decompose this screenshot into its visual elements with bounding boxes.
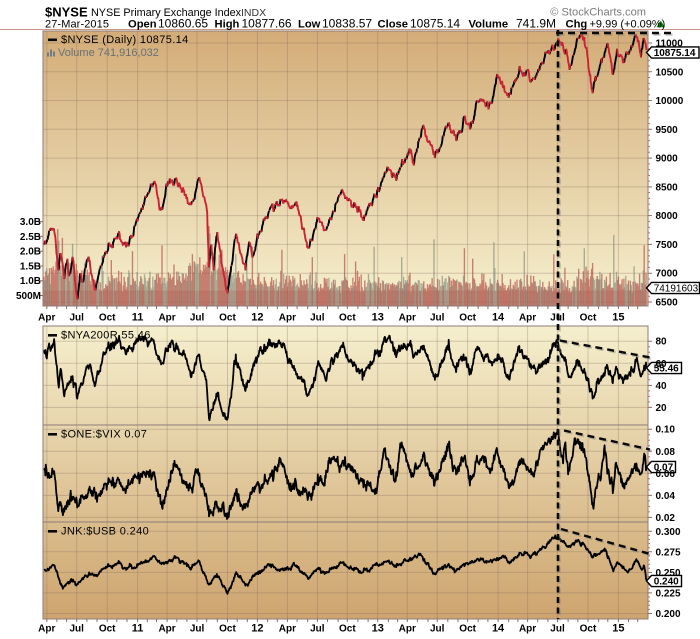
svg-text:Volume 741,916,032: Volume 741,916,032 — [58, 47, 159, 59]
svg-text:INDX: INDX — [241, 7, 266, 19]
svg-text:12: 12 — [251, 623, 263, 635]
svg-text:0.02: 0.02 — [656, 513, 676, 524]
svg-text:Apr: Apr — [279, 313, 296, 324]
svg-text:Oct: Oct — [459, 313, 476, 324]
svg-text:Oct: Oct — [580, 313, 597, 324]
svg-text:NYSE Primary Exchange Index: NYSE Primary Exchange Index — [91, 7, 242, 19]
svg-text:$NYSE: $NYSE — [45, 5, 88, 20]
svg-text:Jul: Jul — [70, 313, 85, 324]
svg-text:14: 14 — [492, 623, 505, 635]
svg-text:0.06: 0.06 — [656, 469, 676, 480]
svg-text:Jul: Jul — [430, 624, 445, 635]
svg-text:0.250: 0.250 — [656, 568, 681, 579]
svg-text:Oct: Oct — [99, 624, 116, 635]
svg-text:500M: 500M — [16, 291, 41, 302]
svg-text:Volume: Volume — [469, 19, 509, 31]
svg-text:0.07: 0.07 — [654, 463, 674, 474]
svg-text:14: 14 — [492, 312, 505, 324]
svg-text:0.10: 0.10 — [656, 425, 676, 436]
svg-text:Apr: Apr — [158, 313, 175, 324]
svg-text:+9.99 (+0.09%): +9.99 (+0.09%) — [590, 19, 666, 31]
svg-text:1.0B: 1.0B — [20, 276, 41, 287]
svg-text:Jul: Jul — [190, 313, 205, 324]
svg-text:55.46: 55.46 — [654, 364, 679, 375]
svg-text:$NYSE (Daily) 10875.14: $NYSE (Daily) 10875.14 — [61, 34, 189, 46]
svg-text:0.275: 0.275 — [656, 547, 681, 558]
svg-text:15: 15 — [612, 312, 624, 324]
svg-text:8000: 8000 — [656, 211, 679, 222]
svg-text:0.04: 0.04 — [656, 491, 676, 502]
svg-text:Jul: Jul — [310, 313, 325, 324]
svg-text:8500: 8500 — [656, 182, 679, 193]
svg-text:Oct: Oct — [339, 313, 356, 324]
svg-text:Oct: Oct — [219, 624, 236, 635]
svg-text:Jul: Jul — [550, 313, 565, 324]
svg-text:10000: 10000 — [656, 96, 684, 107]
svg-text:Close: Close — [378, 19, 408, 31]
svg-text:$ONE:$VIX 0.07: $ONE:$VIX 0.07 — [61, 429, 147, 441]
svg-text:Oct: Oct — [219, 313, 236, 324]
svg-text:Jul: Jul — [190, 624, 205, 635]
svg-text:Oct: Oct — [580, 624, 597, 635]
svg-text:Jul: Jul — [310, 624, 325, 635]
svg-text:Apr: Apr — [399, 624, 416, 635]
svg-text:60: 60 — [656, 359, 668, 370]
svg-text:40: 40 — [656, 381, 668, 392]
svg-text:10860.65: 10860.65 — [158, 17, 208, 31]
svg-text:2.5B: 2.5B — [20, 232, 41, 243]
svg-text:Apr: Apr — [519, 313, 536, 324]
svg-text:Oct: Oct — [99, 313, 116, 324]
svg-text:11000: 11000 — [656, 39, 684, 50]
svg-text:80: 80 — [656, 337, 668, 348]
svg-text:9000: 9000 — [656, 154, 679, 165]
svg-text:0.240: 0.240 — [654, 577, 679, 588]
svg-text:© StockCharts.com: © StockCharts.com — [550, 7, 646, 19]
svg-text:$NYA200R 55.46: $NYA200R 55.46 — [61, 330, 151, 342]
svg-text:Jul: Jul — [70, 624, 85, 635]
svg-text:10877.66: 10877.66 — [242, 17, 292, 31]
svg-text:Oct: Oct — [459, 624, 476, 635]
svg-text:13: 13 — [372, 312, 384, 324]
svg-text:7500: 7500 — [656, 240, 679, 251]
svg-text:13: 13 — [372, 623, 384, 635]
svg-text:741.9M: 741.9M — [516, 17, 556, 31]
svg-text:0.200: 0.200 — [656, 609, 681, 620]
svg-text:0.300: 0.300 — [656, 527, 681, 538]
svg-text:JNK:$USB 0.240: JNK:$USB 0.240 — [61, 526, 149, 538]
svg-text:0.08: 0.08 — [656, 447, 676, 458]
svg-text:10875.14: 10875.14 — [654, 48, 696, 59]
svg-text:11: 11 — [132, 623, 144, 635]
svg-text:12: 12 — [251, 312, 263, 324]
svg-text:74191603: 74191603 — [654, 284, 699, 295]
svg-text:10500: 10500 — [656, 67, 684, 78]
svg-text:0.225: 0.225 — [656, 588, 681, 599]
svg-text:Apr: Apr — [399, 313, 416, 324]
svg-text:3.0B: 3.0B — [20, 217, 41, 228]
svg-text:11: 11 — [132, 312, 144, 324]
svg-text:9500: 9500 — [656, 125, 679, 136]
svg-text:High: High — [215, 19, 240, 31]
svg-text:Apr: Apr — [519, 624, 536, 635]
svg-text:Apr: Apr — [38, 624, 55, 635]
svg-text:Low: Low — [298, 19, 321, 31]
svg-text:Oct: Oct — [339, 624, 356, 635]
svg-text:Apr: Apr — [279, 624, 296, 635]
svg-text:7000: 7000 — [656, 269, 679, 280]
svg-text:Apr: Apr — [38, 313, 55, 324]
svg-text:6500: 6500 — [656, 297, 679, 308]
svg-text:2.0B: 2.0B — [20, 247, 41, 258]
svg-text:20: 20 — [656, 403, 668, 414]
svg-text:Chg: Chg — [566, 19, 588, 31]
svg-text:27-Mar-2015: 27-Mar-2015 — [45, 19, 109, 31]
svg-text:15: 15 — [612, 623, 624, 635]
svg-text:Jul: Jul — [430, 313, 445, 324]
svg-text:1.5B: 1.5B — [20, 261, 41, 272]
svg-text:10838.57: 10838.57 — [322, 17, 372, 31]
svg-text:Open: Open — [128, 19, 157, 31]
svg-text:Apr: Apr — [158, 624, 175, 635]
svg-text:10875.14: 10875.14 — [410, 17, 460, 31]
svg-text:Jul: Jul — [550, 624, 565, 635]
